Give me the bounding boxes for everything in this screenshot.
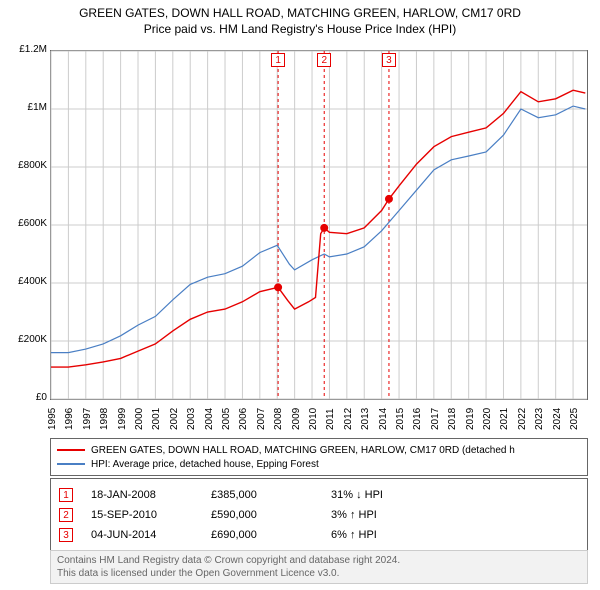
x-axis-label: 2004 xyxy=(204,408,215,430)
point-row: 3 04-JUN-2014£690,0006% ↑ HPI xyxy=(59,525,579,545)
point-price: £590,000 xyxy=(211,509,331,521)
x-axis-label: 2012 xyxy=(343,408,354,430)
x-axis-label: 2002 xyxy=(169,408,180,430)
x-axis-label: 2010 xyxy=(308,408,319,430)
x-axis-label: 2019 xyxy=(465,408,476,430)
legend-label: HPI: Average price, detached house, Eppi… xyxy=(91,459,319,470)
point-delta: 3% ↑ HPI xyxy=(331,509,377,521)
x-axis-label: 2001 xyxy=(151,408,162,430)
point-number-box: 1 xyxy=(59,488,73,502)
chart-area: 1 2 3 £0 £200K £400K £600K £800K £1M £1.2M 1995 1… xyxy=(0,42,600,432)
x-axis-label: 1998 xyxy=(99,408,110,430)
y-axis-label: £0 xyxy=(36,392,47,403)
x-axis-label: 1996 xyxy=(64,408,75,430)
x-axis-label: 2016 xyxy=(412,408,423,430)
point-row: 1 18-JAN-2008£385,00031% ↓ HPI xyxy=(59,485,579,505)
y-axis-label: £1.2M xyxy=(19,44,47,55)
point-delta: 6% ↑ HPI xyxy=(331,529,377,541)
point-price: £690,000 xyxy=(211,529,331,541)
x-axis-label: 2015 xyxy=(395,408,406,430)
x-axis-label: 2013 xyxy=(360,408,371,430)
legend-item: GREEN GATES, DOWN HALL ROAD, MATCHING GR… xyxy=(57,443,581,457)
x-axis-label: 1997 xyxy=(82,408,93,430)
x-axis-label: 2005 xyxy=(221,408,232,430)
legend-label: GREEN GATES, DOWN HALL ROAD, MATCHING GR… xyxy=(91,445,515,456)
point-date: 15-SEP-2010 xyxy=(91,509,211,521)
marker-label: 2 xyxy=(317,53,331,67)
x-axis-label: 2007 xyxy=(256,408,267,430)
point-number-box: 2 xyxy=(59,508,73,522)
y-axis-label: £1M xyxy=(28,102,47,113)
x-axis-label: 1995 xyxy=(47,408,58,430)
point-price: £385,000 xyxy=(211,489,331,501)
legend-swatch xyxy=(57,463,85,465)
x-axis-label: 2022 xyxy=(517,408,528,430)
x-axis-label: 2006 xyxy=(238,408,249,430)
point-date: 04-JUN-2014 xyxy=(91,529,211,541)
x-axis-label: 2008 xyxy=(273,408,284,430)
x-axis-label: 2024 xyxy=(552,408,563,430)
point-number-box: 3 xyxy=(59,528,73,542)
marker-label: 3 xyxy=(382,53,396,67)
point-delta: 31% ↓ HPI xyxy=(331,489,383,501)
y-axis-label: £800K xyxy=(18,160,47,171)
point-row: 2 15-SEP-2010£590,0003% ↑ HPI xyxy=(59,505,579,525)
x-axis-label: 2023 xyxy=(534,408,545,430)
y-axis-label: £200K xyxy=(18,334,47,345)
legend: GREEN GATES, DOWN HALL ROAD, MATCHING GR… xyxy=(50,438,588,476)
x-axis-label: 2017 xyxy=(430,408,441,430)
plot-region: 1 2 3 xyxy=(50,50,588,400)
footer-line1: Contains HM Land Registry data © Crown c… xyxy=(57,554,581,567)
x-axis-label: 2025 xyxy=(569,408,580,430)
y-axis-label: £600K xyxy=(18,218,47,229)
x-axis-label: 2018 xyxy=(447,408,458,430)
point-date: 18-JAN-2008 xyxy=(91,489,211,501)
points-table: 1 18-JAN-2008£385,00031% ↓ HPI 2 15-SEP-201… xyxy=(50,478,588,552)
x-axis-label: 2009 xyxy=(291,408,302,430)
marker-label: 1 xyxy=(271,53,285,67)
x-axis-label: 2014 xyxy=(378,408,389,430)
footer-attribution: Contains HM Land Registry data © Crown c… xyxy=(50,550,588,584)
x-axis-label: 2021 xyxy=(499,408,510,430)
legend-item: HPI: Average price, detached house, Eppi… xyxy=(57,457,581,471)
footer-line2: This data is licensed under the Open Gov… xyxy=(57,567,581,580)
x-axis-label: 2003 xyxy=(186,408,197,430)
chart-title: GREEN GATES, DOWN HALL ROAD, MATCHING GR… xyxy=(0,0,600,20)
x-axis-label: 2000 xyxy=(134,408,145,430)
x-axis-label: 1999 xyxy=(117,408,128,430)
x-axis-label: 2020 xyxy=(482,408,493,430)
y-axis-label: £400K xyxy=(18,276,47,287)
legend-swatch xyxy=(57,449,85,451)
x-axis-label: 2011 xyxy=(325,408,336,430)
chart-subtitle: Price paid vs. HM Land Registry's House … xyxy=(0,20,600,36)
